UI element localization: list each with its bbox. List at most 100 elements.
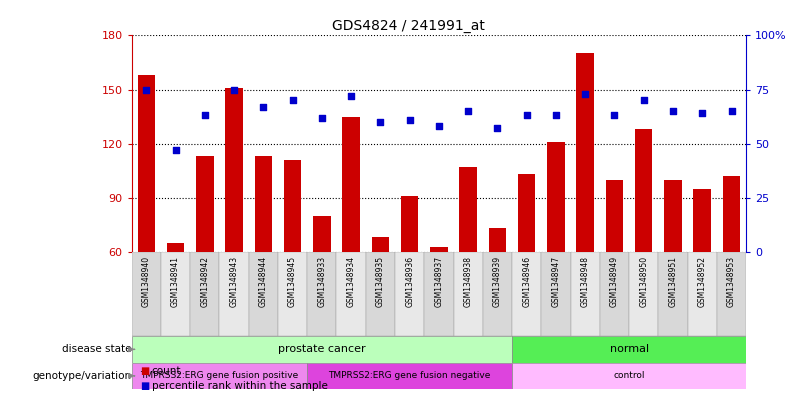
Bar [606, 180, 623, 252]
Text: GSM1348939: GSM1348939 [493, 256, 502, 307]
Bar [629, 35, 658, 252]
Text: ■: ■ [140, 366, 149, 376]
Point [638, 97, 650, 103]
Text: genotype/variation: genotype/variation [33, 371, 132, 381]
Bar [395, 252, 425, 336]
Bar [249, 35, 278, 252]
Bar [249, 252, 278, 336]
Text: GSM1348934: GSM1348934 [346, 256, 356, 307]
Bar [460, 167, 477, 252]
Bar [307, 363, 512, 389]
Bar [717, 35, 746, 252]
Bar [372, 237, 389, 252]
Point [608, 112, 621, 119]
Bar [453, 252, 483, 336]
Bar [278, 35, 307, 252]
Bar [430, 246, 448, 252]
Bar [483, 252, 512, 336]
Bar [219, 35, 249, 252]
Text: count: count [152, 366, 181, 376]
Text: prostate cancer: prostate cancer [278, 344, 365, 354]
Bar [395, 35, 425, 252]
Text: GSM1348948: GSM1348948 [581, 256, 590, 307]
Bar [337, 252, 365, 336]
Bar [313, 216, 330, 252]
Text: GSM1348936: GSM1348936 [405, 256, 414, 307]
Bar [196, 156, 214, 252]
Point [227, 86, 240, 93]
Point [169, 147, 182, 153]
Bar [225, 88, 243, 252]
Bar [453, 35, 483, 252]
Bar [365, 35, 395, 252]
Text: GSM1348946: GSM1348946 [522, 256, 531, 307]
Bar [512, 252, 541, 336]
Bar [629, 252, 658, 336]
Bar [488, 228, 506, 252]
Text: normal: normal [610, 344, 649, 354]
Text: GSM1348944: GSM1348944 [259, 256, 268, 307]
Bar [255, 156, 272, 252]
Point [345, 93, 358, 99]
Bar [137, 75, 155, 252]
Bar [219, 252, 249, 336]
Point [579, 91, 591, 97]
Text: GSM1348937: GSM1348937 [434, 256, 444, 307]
Bar [541, 35, 571, 252]
Bar [337, 35, 365, 252]
Bar [664, 180, 681, 252]
Bar [541, 252, 571, 336]
Bar [167, 243, 184, 252]
Bar [425, 35, 453, 252]
Text: GSM1348940: GSM1348940 [142, 256, 151, 307]
Text: GSM1348952: GSM1348952 [697, 256, 707, 307]
Bar [600, 35, 629, 252]
Bar [190, 35, 219, 252]
Bar [401, 196, 418, 252]
Bar [284, 160, 302, 252]
Point [696, 110, 709, 116]
Bar [576, 53, 594, 252]
Text: disease state: disease state [62, 344, 132, 354]
Bar [547, 142, 565, 252]
Text: GSM1348938: GSM1348938 [464, 256, 472, 307]
Bar [571, 252, 600, 336]
Bar [132, 363, 307, 389]
Text: GSM1348949: GSM1348949 [610, 256, 619, 307]
Bar [342, 117, 360, 252]
Point [286, 97, 299, 103]
Bar [688, 252, 717, 336]
Bar [688, 35, 717, 252]
Text: GSM1348943: GSM1348943 [230, 256, 239, 307]
Bar [512, 363, 746, 389]
Bar [161, 252, 190, 336]
Point [491, 125, 504, 132]
Text: GSM1348950: GSM1348950 [639, 256, 648, 307]
Bar [723, 176, 741, 252]
Bar [600, 252, 629, 336]
Text: GSM1348933: GSM1348933 [318, 256, 326, 307]
Bar [635, 129, 653, 252]
Bar [658, 35, 688, 252]
Point [140, 86, 152, 93]
Bar [658, 252, 688, 336]
Point [433, 123, 445, 129]
Title: GDS4824 / 241991_at: GDS4824 / 241991_at [332, 19, 484, 33]
Point [550, 112, 563, 119]
Point [462, 108, 475, 114]
Text: control: control [614, 371, 645, 380]
Bar [190, 252, 219, 336]
Bar [512, 336, 746, 363]
Point [257, 104, 270, 110]
Text: GSM1348941: GSM1348941 [171, 256, 180, 307]
Bar [717, 252, 746, 336]
Bar [518, 174, 535, 252]
Text: ■: ■ [140, 381, 149, 391]
Bar [571, 35, 600, 252]
Bar [693, 189, 711, 252]
Bar [425, 252, 453, 336]
Point [403, 117, 416, 123]
Text: GSM1348942: GSM1348942 [200, 256, 209, 307]
Text: TMPRSS2:ERG gene fusion positive: TMPRSS2:ERG gene fusion positive [140, 371, 298, 380]
Point [199, 112, 211, 119]
